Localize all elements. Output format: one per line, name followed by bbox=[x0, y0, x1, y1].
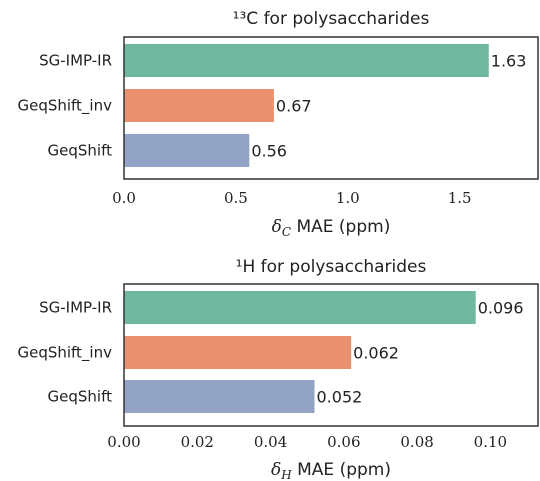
data-label: 1.63 bbox=[491, 52, 527, 71]
data-label: 0.062 bbox=[353, 344, 399, 363]
category-label: GeqShift bbox=[48, 388, 113, 406]
plot-frame bbox=[123, 36, 539, 180]
x-tick-label: 0.0 bbox=[112, 189, 136, 207]
bar bbox=[124, 380, 315, 413]
x-tick-label: 0.10 bbox=[474, 433, 507, 451]
x-tick-label: 1.0 bbox=[336, 189, 360, 207]
x-axis-symbol: δ bbox=[271, 460, 281, 480]
x-tick-label: 0.5 bbox=[224, 189, 248, 207]
chart-title: ¹³C for polysaccharides bbox=[233, 9, 430, 29]
x-tick-label: 0.08 bbox=[400, 433, 433, 451]
category-label: GeqShift_inv bbox=[17, 97, 112, 116]
x-tick-label: 1.5 bbox=[448, 189, 472, 207]
x-tick-label: 0.06 bbox=[327, 433, 360, 451]
bar bbox=[124, 44, 489, 77]
x-tick-label: 0.02 bbox=[181, 433, 214, 451]
data-label: 0.096 bbox=[478, 299, 524, 318]
category-label: GeqShift_inv bbox=[17, 344, 112, 363]
x-tick-label: 0.00 bbox=[107, 433, 140, 451]
chart-panel-1: ¹³C for polysaccharides SG-IMP-IR 1.63 GeqS… bbox=[17, 9, 539, 239]
bar bbox=[124, 89, 274, 122]
x-axis-symbol: δ bbox=[272, 217, 282, 237]
data-label: 0.56 bbox=[251, 142, 287, 161]
chart-title: ¹H for polysaccharides bbox=[236, 257, 427, 277]
x-tick-label: 0.04 bbox=[254, 433, 287, 451]
x-axis-unit: MAE (ppm) bbox=[292, 460, 391, 480]
category-label: SG-IMP-IR bbox=[39, 52, 112, 70]
chart-panel-2: ¹H for polysaccharides SG-IMP-IR 0.096 GeqS… bbox=[17, 257, 539, 481]
data-label: 0.67 bbox=[276, 97, 312, 116]
x-axis-label: δH MAE (ppm) bbox=[271, 460, 391, 481]
x-axis-label: δC MAE (ppm) bbox=[272, 217, 391, 239]
category-label: SG-IMP-IR bbox=[39, 299, 112, 317]
plot-frame bbox=[123, 283, 539, 427]
bar bbox=[124, 134, 250, 167]
bar bbox=[124, 336, 352, 369]
x-axis-subscript: H bbox=[280, 468, 292, 481]
bar bbox=[124, 291, 476, 324]
x-axis-subscript: C bbox=[282, 225, 291, 239]
category-label: GeqShift bbox=[48, 142, 113, 160]
x-axis-unit: MAE (ppm) bbox=[291, 217, 390, 237]
data-label: 0.052 bbox=[317, 388, 363, 407]
